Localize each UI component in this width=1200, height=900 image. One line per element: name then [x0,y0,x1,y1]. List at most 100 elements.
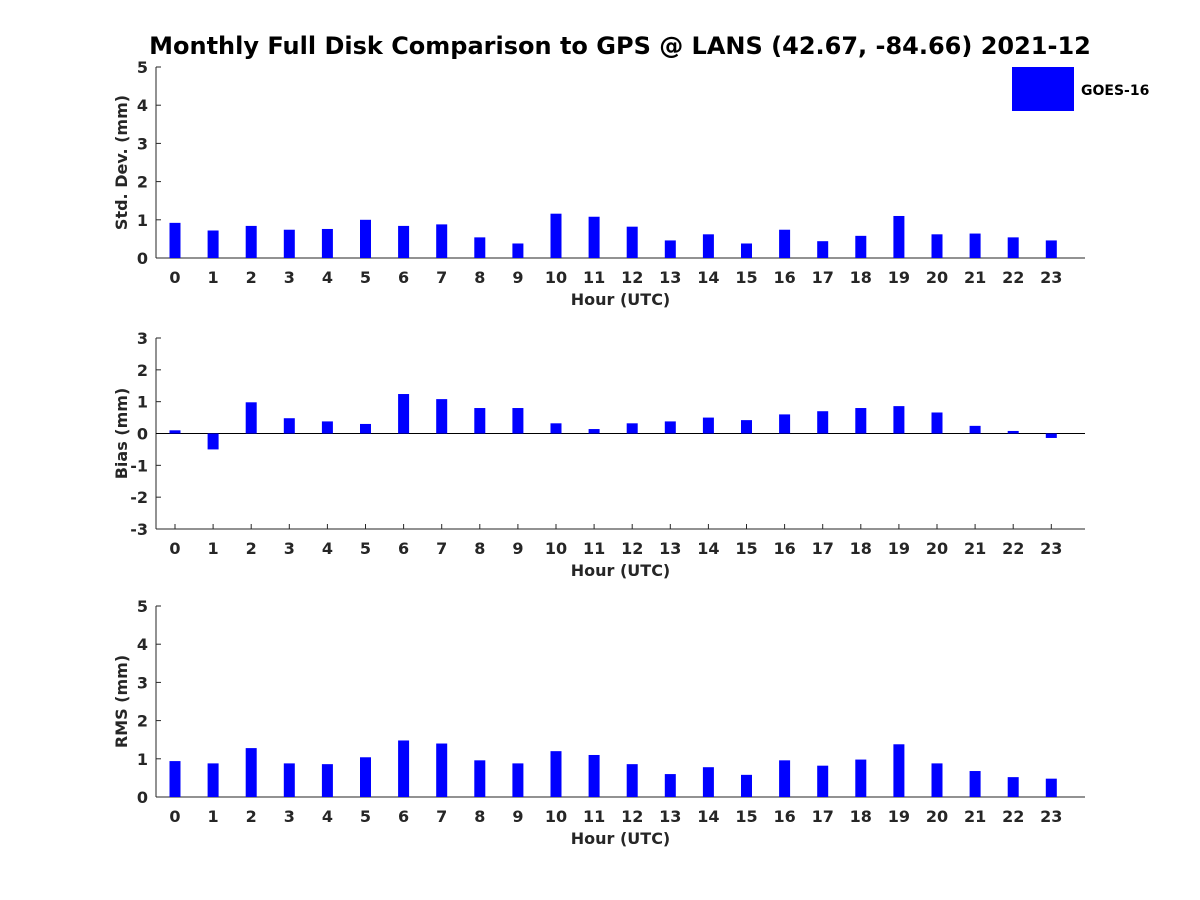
bias-x-tick-label: 16 [773,539,795,558]
rms-y-axis-label: RMS (mm) [112,655,131,748]
std-dev-x-tick-label: 12 [621,268,643,287]
bias-bar [474,408,486,434]
bias-y-tick-label: 2 [137,361,148,380]
std-dev-y-tick-label: 3 [137,134,148,153]
bias-x-tick-label: 2 [246,539,257,558]
rms-x-tick-label: 6 [398,807,409,826]
std-dev-bar [969,233,981,258]
bias-x-tick-label: 4 [322,539,333,558]
bias-bar [512,408,524,434]
bias-bar [398,394,410,434]
rms-x-tick-label: 20 [926,807,948,826]
rms-x-tick-label: 17 [812,807,834,826]
bias-x-tick-label: 22 [1002,539,1024,558]
bias-x-tick-label: 14 [697,539,719,558]
rms-x-tick-label: 1 [208,807,219,826]
bias-bar [321,421,333,434]
std-dev-y-tick-label: 2 [137,173,148,192]
rms-x-tick-label: 8 [474,807,485,826]
bias-x-tick-label: 8 [474,539,485,558]
bias-x-tick-label: 21 [964,539,986,558]
std-dev-bar [779,229,791,258]
bias-bar [1045,433,1057,438]
std-dev-x-tick-label: 20 [926,268,948,287]
rms-y-tick-label: 0 [137,788,148,807]
std-dev-bar [855,235,867,258]
bias-bar [245,402,257,434]
bias-bar [550,423,562,434]
std-dev-x-tick-label: 10 [545,268,567,287]
bias-bar [779,414,791,434]
std-dev-x-tick-label: 16 [773,268,795,287]
bias-y-tick-label: 1 [137,393,148,412]
std-dev-x-tick-label: 1 [208,268,219,287]
std-dev-x-tick-label: 0 [169,268,180,287]
std-dev-x-tick-label: 15 [735,268,757,287]
bias-bar [1007,430,1019,434]
std-dev-y-tick-label: 1 [137,211,148,230]
std-dev-y-axis-label: Std. Dev. (mm) [112,95,131,230]
bias-y-tick-label: 0 [137,425,148,444]
bias-bar [702,417,714,434]
std-dev-bar [1007,237,1019,258]
rms-bar [931,763,943,797]
bias-x-tick-label: 23 [1040,539,1062,558]
std-dev-bar [1045,240,1057,258]
std-dev-x-tick-label: 4 [322,268,333,287]
rms-bar [169,761,181,797]
rms-x-tick-label: 2 [246,807,257,826]
rms-bar [245,748,257,797]
bias-x-tick-label: 9 [512,539,523,558]
std-dev-bar [474,237,486,258]
rms-bar [512,763,524,797]
bias-bar [741,420,752,434]
rms-x-tick-label: 0 [169,807,180,826]
bias-y-tick-label: -3 [130,520,148,539]
rms-bar [741,774,752,797]
bias-x-tick-label: 13 [659,539,681,558]
std-dev-x-tick-label: 13 [659,268,681,287]
bias-bar [360,423,371,434]
rms-y-tick-label: 3 [137,673,148,692]
rms-bar [1045,778,1057,797]
bias-x-tick-label: 12 [621,539,643,558]
rms-x-tick-label: 21 [964,807,986,826]
rms-x-tick-label: 14 [697,807,719,826]
std-dev-bar [741,243,752,258]
std-dev-x-tick-label: 3 [284,268,295,287]
rms-bar [550,751,562,797]
rms-y-tick-label: 1 [137,750,148,769]
legend-swatch [1012,67,1074,111]
rms-bar [855,759,867,797]
rms-x-tick-label: 9 [512,807,523,826]
rms-x-tick-label: 16 [773,807,795,826]
bias-bar [626,423,638,434]
std-dev-bar [436,224,448,258]
std-dev-x-tick-label: 22 [1002,268,1024,287]
rms-y-tick-label: 5 [137,597,148,616]
std-dev-x-tick-label: 2 [246,268,257,287]
std-dev-bar [207,230,219,258]
bias-x-tick-label: 19 [888,539,910,558]
std-dev-bar [817,241,829,258]
rms-x-tick-label: 13 [659,807,681,826]
bias-bar [588,429,600,434]
std-dev-bar [283,229,295,258]
rms-bar [588,754,600,797]
std-dev-bar [893,215,905,258]
rms-bar [702,767,714,797]
std-dev-bar [588,216,600,258]
std-dev-bar [512,243,524,258]
std-dev-bar [321,228,333,258]
rms-bar [436,743,448,797]
rms-bar [398,740,410,797]
std-dev-bar [626,226,638,258]
std-dev-x-tick-label: 18 [850,268,872,287]
rms-bar [664,774,676,797]
rms-y-tick-label: 2 [137,712,148,731]
bias-bar [169,430,181,434]
std-dev-x-tick-label: 7 [436,268,447,287]
bias-x-tick-label: 6 [398,539,409,558]
std-dev-bar [664,240,676,258]
